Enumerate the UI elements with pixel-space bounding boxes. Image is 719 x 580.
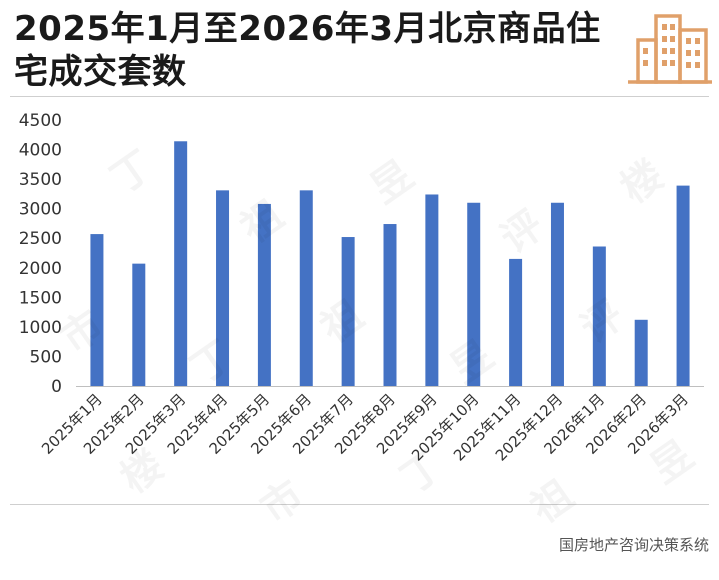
bottom-divider (10, 504, 709, 505)
chart-title: 2025年1月至2026年3月北京商品住宅成交套数 (14, 9, 601, 92)
source-label: 国房地产咨询决策系统 (558, 536, 709, 554)
y-tick-label: 1000 (19, 318, 62, 338)
bar (90, 234, 104, 386)
building-icon (628, 14, 712, 84)
y-tick-label: 1500 (19, 288, 62, 308)
bar (634, 319, 648, 386)
bar (509, 258, 523, 386)
bar (174, 141, 188, 386)
bar (592, 246, 606, 386)
bar (341, 237, 355, 386)
bar (425, 194, 439, 386)
bar (299, 190, 313, 386)
bar (676, 185, 690, 386)
bar (383, 224, 397, 386)
bar (467, 202, 481, 386)
y-tick-label: 3000 (19, 200, 62, 220)
y-tick-label: 500 (30, 347, 62, 367)
bar (132, 263, 146, 386)
y-tick-label: 2000 (19, 259, 62, 279)
y-tick-label: 4500 (19, 111, 62, 131)
bar (257, 203, 271, 386)
y-tick-label: 2500 (19, 229, 62, 249)
bar (550, 202, 564, 386)
top-divider (10, 96, 709, 97)
y-tick-label: 4000 (19, 141, 62, 161)
y-tick-label: 0 (51, 377, 62, 397)
bar (216, 190, 230, 386)
y-tick-label: 3500 (19, 170, 62, 190)
bar-chart: 0500100015002000250030003500400045002025… (19, 111, 704, 465)
